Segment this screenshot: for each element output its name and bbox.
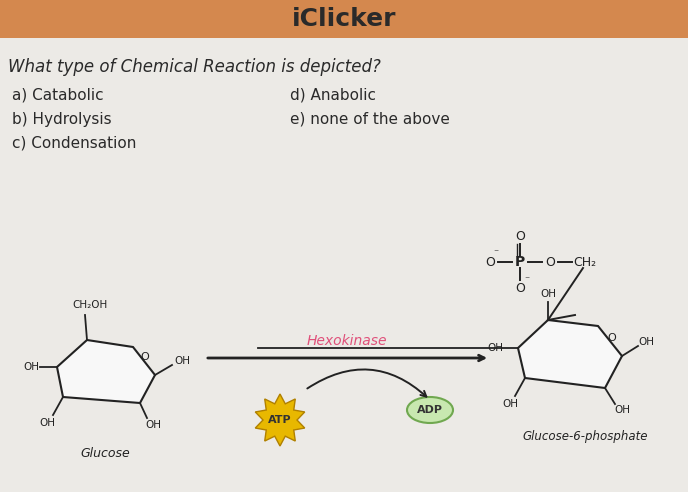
Text: O: O bbox=[545, 255, 555, 269]
Text: OH: OH bbox=[638, 337, 654, 347]
Bar bbox=[0, 0, 688, 38]
Text: OH: OH bbox=[487, 343, 503, 353]
Text: a) Catabolic: a) Catabolic bbox=[12, 88, 104, 103]
Text: ⁻: ⁻ bbox=[493, 248, 499, 258]
Text: CH₂: CH₂ bbox=[573, 255, 596, 269]
Text: OH: OH bbox=[614, 405, 630, 415]
Text: O: O bbox=[140, 352, 149, 362]
Text: b) Hydrolysis: b) Hydrolysis bbox=[12, 112, 111, 127]
Text: Glucose: Glucose bbox=[80, 447, 130, 460]
Text: O: O bbox=[515, 230, 525, 244]
Text: OH: OH bbox=[145, 420, 161, 430]
Text: OH: OH bbox=[502, 399, 518, 409]
Text: Glucose-6-phosphate: Glucose-6-phosphate bbox=[522, 430, 647, 443]
Text: iClicker: iClicker bbox=[292, 7, 396, 31]
Text: ⁻: ⁻ bbox=[524, 275, 530, 285]
Polygon shape bbox=[518, 320, 622, 388]
Text: OH: OH bbox=[174, 356, 190, 366]
Text: OH: OH bbox=[39, 418, 55, 428]
Text: Hexokinase: Hexokinase bbox=[307, 334, 387, 348]
Text: e) none of the above: e) none of the above bbox=[290, 112, 450, 127]
Polygon shape bbox=[57, 340, 155, 403]
Text: O: O bbox=[608, 333, 616, 343]
Text: O: O bbox=[515, 281, 525, 295]
Ellipse shape bbox=[407, 397, 453, 423]
Text: OH: OH bbox=[540, 289, 556, 299]
Text: ATP: ATP bbox=[268, 415, 292, 425]
Text: OH: OH bbox=[23, 362, 39, 372]
Text: ADP: ADP bbox=[417, 405, 443, 415]
Text: CH₂OH: CH₂OH bbox=[72, 300, 107, 310]
Polygon shape bbox=[255, 394, 305, 446]
Text: P: P bbox=[515, 255, 525, 269]
Text: O: O bbox=[485, 255, 495, 269]
Text: d) Anabolic: d) Anabolic bbox=[290, 88, 376, 103]
Text: c) Condensation: c) Condensation bbox=[12, 136, 136, 151]
Text: What type of Chemical Reaction is depicted?: What type of Chemical Reaction is depict… bbox=[8, 58, 381, 76]
